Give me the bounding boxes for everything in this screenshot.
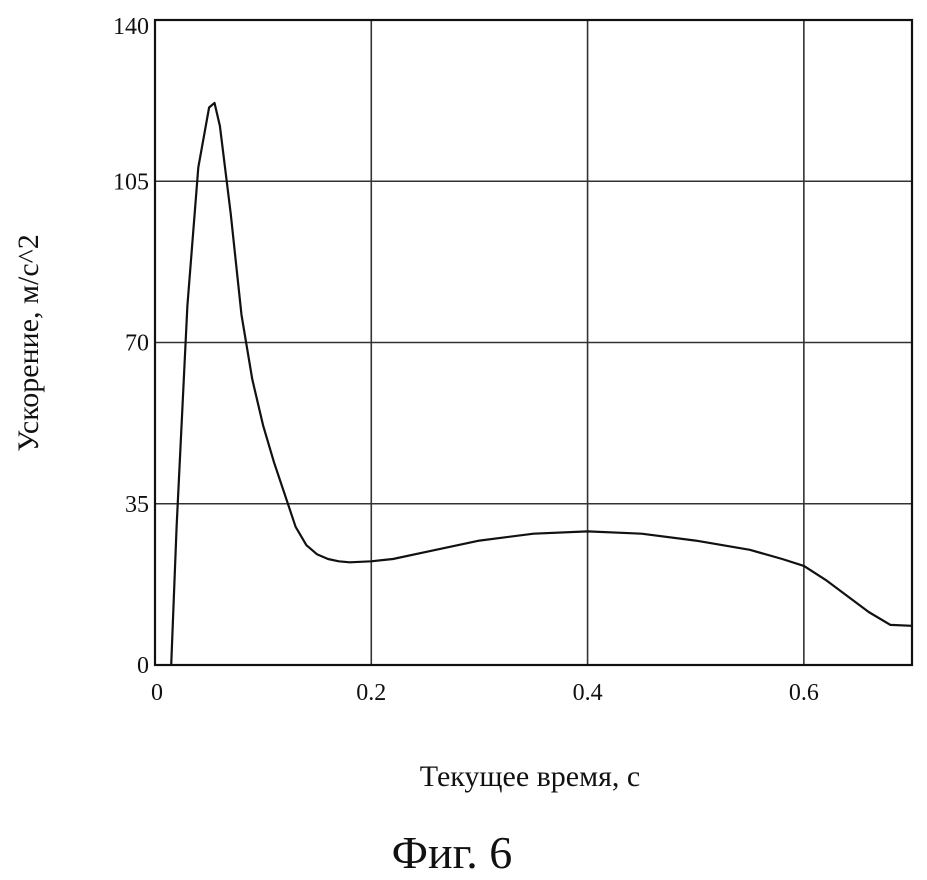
x-tick-label: 0.4 [573, 680, 603, 706]
y-tick-label: 35 [125, 492, 149, 518]
x-tick-labels: 0 0.2 0.4 0.6 [151, 680, 819, 706]
y-tick-label: 105 [113, 169, 149, 195]
y-tick-label: 140 [113, 14, 149, 40]
x-axis-label: Текущее время, с [420, 760, 640, 793]
grid-lines [155, 20, 912, 665]
x-tick-label: 0 [151, 680, 163, 706]
series-lines [171, 103, 912, 665]
y-axis-label: Ускорение, м/с^2 [12, 234, 45, 451]
x-tick-label: 0.6 [789, 680, 819, 706]
y-tick-label: 0 [137, 653, 149, 679]
y-tick-labels: 0 35 70 105 140 [113, 14, 149, 679]
series-line [171, 103, 912, 665]
x-tick-label: 0.2 [356, 680, 386, 706]
y-tick-label: 70 [125, 331, 149, 357]
figure-caption: Фиг. 6 [392, 827, 513, 878]
